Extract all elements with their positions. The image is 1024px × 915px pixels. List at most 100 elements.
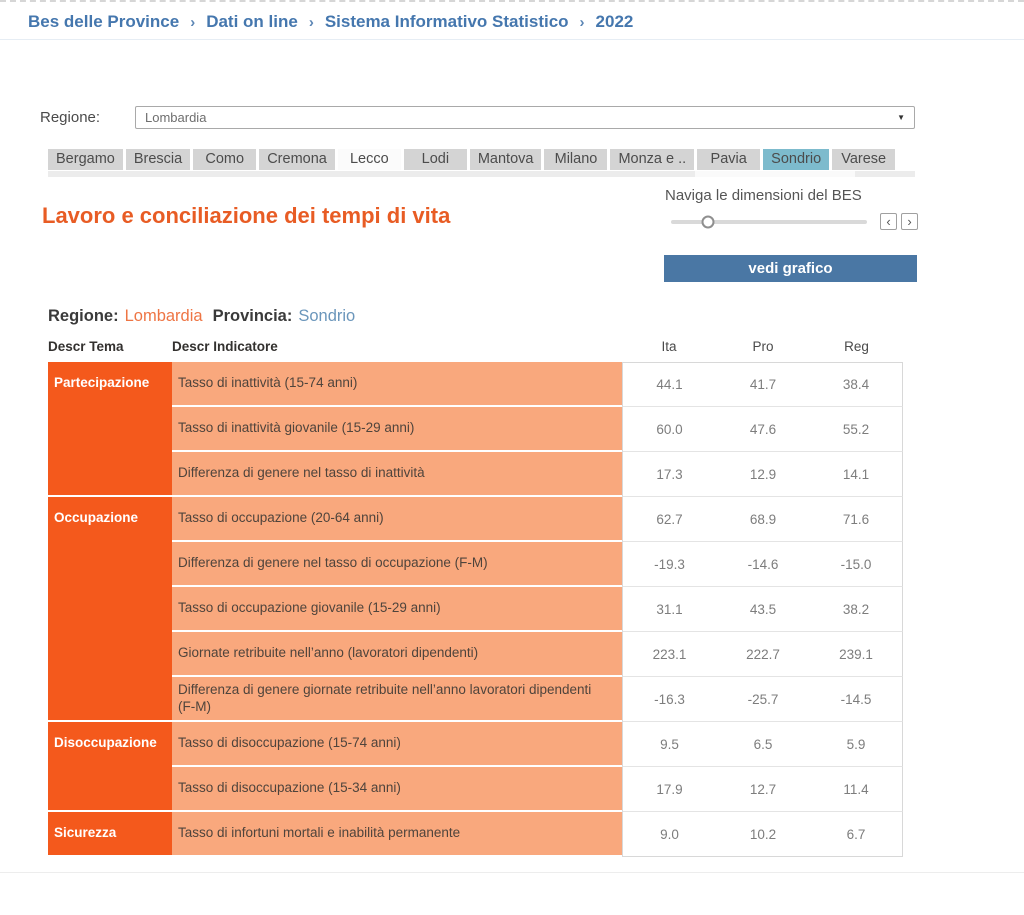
province-tabs: Bergamo Brescia Como Cremona Lecco Lodi …	[48, 149, 1024, 170]
subtitle-province-label: Provincia:	[212, 307, 293, 325]
bes-prev-button[interactable]: ‹	[880, 213, 897, 230]
table-row: Disoccupazione Tasso di disoccupazione (…	[48, 722, 903, 812]
value-cell-ita: 17.3	[622, 452, 716, 497]
tab-milano[interactable]: Milano	[544, 149, 608, 170]
tab-monza[interactable]: Monza e ..	[610, 149, 695, 170]
table-row: Partecipazione Tasso di inattività (15-7…	[48, 362, 903, 497]
value-cell-ita: 9.0	[622, 812, 716, 857]
indicator-cell: Giornate retribuite nell’anno (lavorator…	[172, 632, 622, 677]
table-header-row: Descr Tema Descr Indicatore Ita Pro Reg	[48, 339, 903, 362]
indicators-table: Descr Tema Descr Indicatore Ita Pro Reg …	[48, 339, 903, 857]
header-ita: Ita	[661, 339, 677, 354]
value-cell-reg: 14.1	[810, 452, 903, 497]
bes-slider-track[interactable]	[671, 215, 867, 228]
value-cell-reg: -15.0	[810, 542, 903, 587]
value-cell-ita: 62.7	[622, 497, 716, 542]
tabs-scrollbar-track-gap	[695, 171, 855, 177]
dropdown-arrow-icon: ▼	[897, 113, 905, 122]
table-row: Sicurezza Tasso di infortuni mortali e i…	[48, 812, 903, 857]
breadcrumb-link-bes-delle-province[interactable]: Bes delle Province	[28, 12, 180, 31]
indicator-cell: Tasso di infortuni mortali e inabilità p…	[172, 812, 622, 857]
value-cell-reg: 239.1	[810, 632, 903, 677]
region-label: Regione:	[40, 109, 101, 126]
theme-cell-sicurezza: Sicurezza	[48, 812, 172, 857]
table-row: Differenza di genere nel tasso di occupa…	[48, 542, 903, 587]
value-cell-pro: 10.2	[716, 812, 810, 857]
indicator-cell: Differenza di genere giornate retribuite…	[172, 677, 622, 722]
value-cell-reg: 71.6	[810, 497, 903, 542]
value-cell-reg: 55.2	[810, 407, 903, 452]
value-cell-reg: -14.5	[810, 677, 903, 722]
header-row: Lavoro e conciliazione dei tempi di vita…	[42, 187, 918, 230]
value-cell-ita: -19.3	[622, 542, 716, 587]
tab-como[interactable]: Como	[193, 149, 257, 170]
table-row: Tasso di disoccupazione (15-34 anni) 17.…	[48, 767, 903, 812]
tab-pavia[interactable]: Pavia	[697, 149, 761, 170]
value-cell-pro: -25.7	[716, 677, 810, 722]
value-cell-reg: 6.7	[810, 812, 903, 857]
region-select-value: Lombardia	[145, 110, 207, 125]
indicator-cell: Tasso di inattività (15-74 anni)	[172, 362, 622, 407]
indicator-cell: Differenza di genere nel tasso di occupa…	[172, 542, 622, 587]
indicator-cell: Tasso di occupazione (20-64 anni)	[172, 497, 622, 542]
indicator-cell: Differenza di genere nel tasso di inatti…	[172, 452, 622, 497]
value-cell-ita: 223.1	[622, 632, 716, 677]
theme-cell-occupazione: Occupazione	[48, 497, 172, 722]
value-cell-pro: 12.9	[716, 452, 810, 497]
page-title: Lavoro e conciliazione dei tempi di vita	[42, 203, 451, 228]
tab-sondrio[interactable]: Sondrio	[763, 149, 830, 170]
value-cell-ita: 60.0	[622, 407, 716, 452]
table-row: Tasso di occupazione giovanile (15-29 an…	[48, 587, 903, 632]
indicator-cell: Tasso di disoccupazione (15-34 anni)	[172, 767, 622, 812]
tabs-scrollbar[interactable]	[48, 171, 915, 177]
vedi-grafico-button[interactable]: vedi grafico	[664, 255, 917, 282]
tab-lecco[interactable]: Lecco	[337, 149, 401, 170]
subtitle-region-label: Regione:	[48, 307, 119, 325]
tab-bergamo[interactable]: Bergamo	[48, 149, 123, 170]
value-cell-pro: 47.6	[716, 407, 810, 452]
value-cell-ita: 44.1	[622, 362, 716, 407]
chevron-right-icon: ›	[907, 213, 912, 229]
header-descr-indicatore: Descr Indicatore	[172, 339, 278, 354]
value-cell-reg: 11.4	[810, 767, 903, 812]
bes-navigator: Naviga le dimensioni del BES ‹ ›	[665, 187, 918, 230]
value-cell-pro: 41.7	[716, 362, 810, 407]
region-select[interactable]: Lombardia ▼	[135, 106, 915, 129]
indicator-cell: Tasso di inattività giovanile (15-29 ann…	[172, 407, 622, 452]
value-cell-ita: 17.9	[622, 767, 716, 812]
header-reg: Reg	[844, 339, 869, 354]
subtitle: Regione: Lombardia Provincia: Sondrio	[48, 307, 1024, 326]
value-cell-pro: -14.6	[716, 542, 810, 587]
tab-mantova[interactable]: Mantova	[469, 149, 542, 170]
breadcrumb-link-sistema-informativo[interactable]: Sistema Informativo Statistico	[324, 12, 569, 31]
tab-varese[interactable]: Varese	[832, 149, 896, 170]
value-cell-pro: 43.5	[716, 587, 810, 632]
theme-cell-partecipazione: Partecipazione	[48, 362, 172, 497]
tab-brescia[interactable]: Brescia	[125, 149, 191, 170]
value-cell-pro: 6.5	[716, 722, 810, 767]
breadcrumb-link-2022[interactable]: 2022	[595, 12, 634, 31]
header-descr-tema: Descr Tema	[48, 339, 124, 354]
tab-cremona[interactable]: Cremona	[259, 149, 335, 170]
bes-next-button[interactable]: ›	[901, 213, 918, 230]
button-row: vedi grafico	[0, 255, 917, 282]
tab-lodi[interactable]: Lodi	[403, 149, 467, 170]
value-cell-pro: 68.9	[716, 497, 810, 542]
breadcrumb-separator-icon: ›	[190, 14, 196, 31]
value-cell-ita: 31.1	[622, 587, 716, 632]
bes-slider-handle[interactable]	[701, 215, 715, 228]
subtitle-province-value: Sondrio	[298, 307, 356, 325]
subtitle-region-value: Lombardia	[124, 307, 203, 325]
value-cell-reg: 38.2	[810, 587, 903, 632]
breadcrumb: Bes delle Province › Dati on line › Sistema …	[0, 2, 1024, 40]
breadcrumb-link-dati-on-line[interactable]: Dati on line	[206, 12, 298, 31]
indicator-cell: Tasso di disoccupazione (15-74 anni)	[172, 722, 622, 767]
region-selector-row: Regione: Lombardia ▼	[40, 106, 1024, 129]
bottom-divider	[0, 872, 1024, 873]
table-row: Giornate retribuite nell’anno (lavorator…	[48, 632, 903, 677]
value-cell-reg: 38.4	[810, 362, 903, 407]
bes-slider-row: ‹ ›	[665, 213, 918, 230]
bes-navigator-label: Naviga le dimensioni del BES	[665, 187, 862, 204]
value-cell-reg: 5.9	[810, 722, 903, 767]
value-cell-ita: 9.5	[622, 722, 716, 767]
